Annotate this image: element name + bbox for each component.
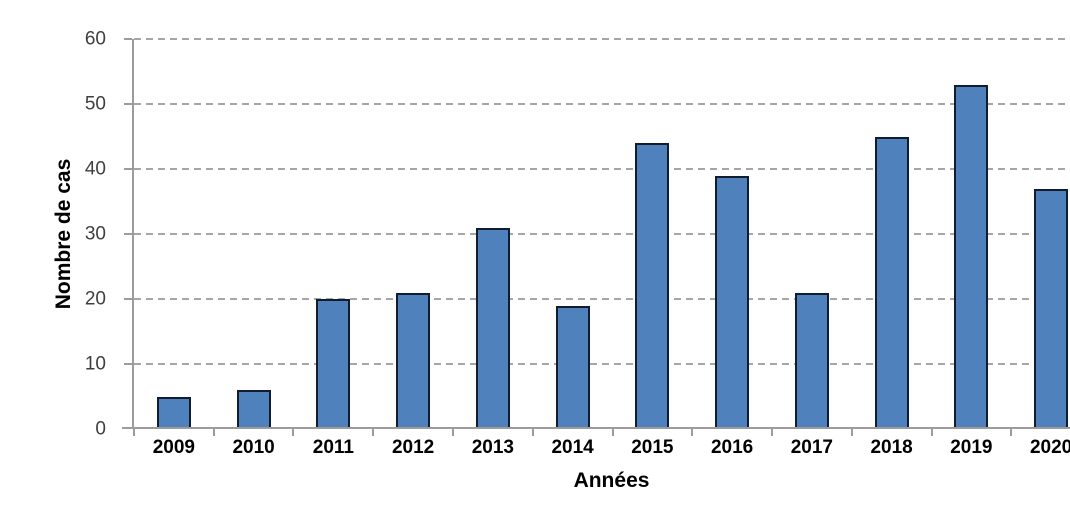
y-tick-mark — [124, 233, 132, 235]
gridline — [134, 363, 1070, 366]
bar — [396, 292, 431, 429]
bar-slot — [1011, 39, 1070, 429]
gridline — [134, 38, 1070, 40]
x-tick-mark — [611, 429, 614, 436]
bar — [316, 299, 351, 429]
bar — [1034, 188, 1069, 429]
bar — [555, 305, 590, 429]
x-tick-mark — [212, 429, 215, 436]
bar — [954, 84, 989, 429]
x-tick-mark — [770, 429, 773, 436]
x-tick-mark — [930, 429, 933, 436]
x-axis-line — [122, 427, 1070, 429]
bar-slot — [692, 39, 772, 429]
bar — [874, 136, 909, 429]
bar-slot — [373, 39, 453, 429]
y-tick-mark — [124, 103, 132, 105]
gridline — [134, 103, 1070, 105]
bar-series — [134, 39, 1070, 429]
x-tick-label: 2019 — [950, 437, 993, 458]
x-tick-label: 2011 — [312, 437, 354, 458]
bar — [794, 292, 829, 429]
x-tick-mark — [451, 429, 454, 436]
gridline — [134, 233, 1070, 235]
bar-slot — [214, 39, 294, 429]
bar — [236, 390, 271, 429]
x-tick-label: 2012 — [391, 437, 435, 458]
y-tick-label: 10 — [84, 353, 106, 375]
x-tick-label: 2013 — [471, 437, 515, 458]
x-tick-label: 2016 — [710, 437, 754, 458]
bar-slot — [533, 39, 613, 429]
x-tick-mark — [691, 429, 694, 436]
x-tick-label: 2020 — [1029, 437, 1070, 458]
y-axis-tick-labels: 0 10 20 30 40 50 60 — [40, 30, 118, 439]
x-tick-label: 2009 — [152, 437, 196, 458]
bar-slot — [852, 39, 932, 429]
x-tick-label: 2017 — [790, 437, 834, 458]
bar-slot — [453, 39, 533, 429]
bar — [156, 396, 191, 429]
y-tick-label: 30 — [84, 223, 106, 245]
x-tick-mark — [531, 429, 534, 436]
y-tick-label: 40 — [84, 158, 106, 180]
y-tick-mark — [124, 363, 132, 366]
bar-slot — [932, 39, 1012, 429]
y-tick-label: 20 — [84, 288, 106, 310]
bar — [635, 143, 670, 429]
x-tick-label: 2010 — [232, 437, 275, 458]
x-axis-tick-labels: 2009 2010 2011 2012 2013 2014 2015 2016 2017 2018… — [134, 437, 1070, 459]
x-tick-label: 2015 — [631, 437, 674, 458]
bar-slot — [134, 39, 214, 429]
x-tick-mark — [850, 429, 853, 436]
gridline — [134, 168, 1070, 171]
bar-slot — [772, 39, 852, 429]
bar-slot — [613, 39, 693, 429]
x-tick-label: 2014 — [551, 437, 594, 458]
gridline — [134, 298, 1070, 301]
plot-area — [122, 38, 1070, 436]
x-tick-label: 2018 — [870, 437, 913, 458]
y-tick-label: 0 — [95, 418, 106, 440]
x-tick-mark — [1010, 429, 1013, 436]
y-tick-label: 50 — [84, 93, 106, 115]
x-axis-title: Années — [573, 469, 650, 492]
y-axis-line — [132, 39, 134, 429]
y-tick-mark — [124, 38, 132, 40]
x-tick-mark — [133, 429, 135, 436]
x-axis-tick-marks — [133, 429, 1070, 437]
bar-chart: Nombre de cas 0 10 20 30 40 50 60 2009 2010 2011… — [40, 16, 1070, 507]
y-tick-label: 60 — [84, 28, 106, 50]
bar-slot — [294, 39, 374, 429]
y-tick-mark — [124, 168, 132, 171]
y-tick-mark — [124, 298, 132, 301]
bar — [715, 175, 750, 429]
x-tick-mark — [372, 429, 375, 436]
x-tick-mark — [292, 429, 295, 436]
bar — [475, 227, 510, 429]
